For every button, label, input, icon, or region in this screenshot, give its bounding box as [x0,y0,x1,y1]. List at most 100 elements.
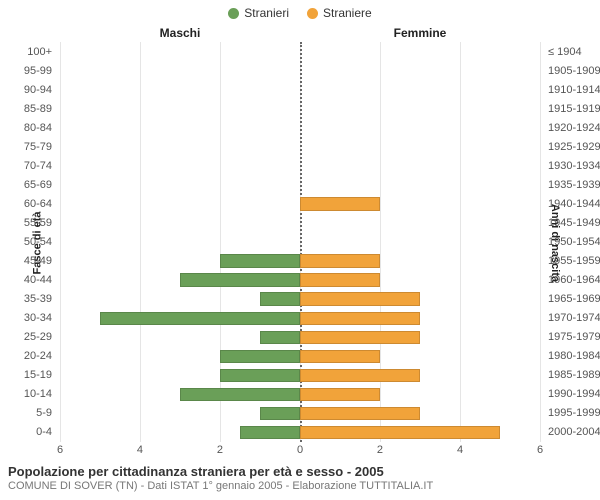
legend: Stranieri Straniere [0,0,600,20]
age-label: 25-29 [24,331,52,343]
bar-female [300,312,420,325]
age-row: 90-941910-1914 [60,80,540,99]
birth-year-label: 1980-1984 [548,350,600,362]
bar-female [300,292,420,305]
age-label: 30-34 [24,312,52,324]
chart-subtitle: COMUNE DI SOVER (TN) - Dati ISTAT 1° gen… [8,480,592,492]
legend-label-female: Straniere [323,6,372,20]
bar-female [300,350,380,363]
age-label: 35-39 [24,293,52,305]
circle-icon [307,8,318,19]
bar-female [300,197,380,210]
birth-year-label: 1945-1949 [548,217,600,229]
birth-year-label: 1965-1969 [548,293,600,305]
birth-year-label: 1950-1954 [548,236,600,248]
age-row: 50-541950-1954 [60,232,540,251]
legend-item-male: Stranieri [228,6,289,20]
birth-year-label: 1995-1999 [548,407,600,419]
bar-male [180,273,300,286]
bar-female [300,426,500,439]
birth-year-label: ≤ 1904 [548,46,582,58]
age-row: 35-391965-1969 [60,290,540,309]
birth-year-label: 1975-1979 [548,331,600,343]
age-label: 55-59 [24,217,52,229]
age-row: 0-42000-2004 [60,423,540,442]
birth-year-label: 1955-1959 [548,255,600,267]
bar-male [260,292,300,305]
chart-rows: 100+≤ 190495-991905-190990-941910-191485… [60,42,540,442]
age-row: 15-191985-1989 [60,366,540,385]
bar-male [260,331,300,344]
bar-female [300,254,380,267]
birth-year-label: 2000-2004 [548,426,600,438]
age-label: 15-19 [24,369,52,381]
column-headers: Maschi Femmine [0,26,600,40]
age-row: 45-491955-1959 [60,252,540,271]
birth-year-label: 1960-1964 [548,274,600,286]
age-label: 85-89 [24,103,52,115]
plot-area: 100+≤ 190495-991905-190990-941910-191485… [60,42,540,442]
chart-title: Popolazione per cittadinanza straniera p… [8,464,592,479]
age-row: 95-991905-1909 [60,61,540,80]
birth-year-label: 1990-1994 [548,388,600,400]
header-male: Maschi [0,26,300,40]
bar-male [180,388,300,401]
x-tick-label: 6 [537,444,543,456]
birth-year-label: 1910-1914 [548,84,600,96]
age-label: 60-64 [24,198,52,210]
age-row: 5-91995-1999 [60,404,540,423]
x-tick-label: 6 [57,444,63,456]
bar-female [300,407,420,420]
population-pyramid-chart: Maschi Femmine Fasce di età Anni di nasc… [0,26,600,460]
x-axis-ticks: 6420246 [60,442,540,460]
bar-male [100,312,300,325]
age-row: 25-291975-1979 [60,328,540,347]
age-label: 50-54 [24,236,52,248]
age-label: 90-94 [24,84,52,96]
birth-year-label: 1905-1909 [548,65,600,77]
age-label: 20-24 [24,350,52,362]
age-label: 10-14 [24,388,52,400]
birth-year-label: 1925-1929 [548,141,600,153]
birth-year-label: 1970-1974 [548,312,600,324]
age-row: 30-341970-1974 [60,309,540,328]
age-row: 40-441960-1964 [60,271,540,290]
age-row: 10-141990-1994 [60,385,540,404]
birth-year-label: 1940-1944 [548,198,600,210]
x-tick-label: 4 [137,444,143,456]
age-label: 80-84 [24,122,52,134]
birth-year-label: 1930-1934 [548,160,600,172]
legend-item-female: Straniere [307,6,372,20]
age-row: 20-241980-1984 [60,347,540,366]
age-row: 65-691935-1939 [60,175,540,194]
age-label: 5-9 [36,407,52,419]
bar-male [220,369,300,382]
circle-icon [228,8,239,19]
bar-female [300,331,420,344]
age-label: 70-74 [24,160,52,172]
age-row: 80-841920-1924 [60,118,540,137]
bar-male [260,407,300,420]
bar-female [300,369,420,382]
x-tick-label: 0 [297,444,303,456]
header-female: Femmine [300,26,600,40]
age-label: 95-99 [24,65,52,77]
bar-female [300,388,380,401]
x-tick-label: 4 [457,444,463,456]
age-label: 0-4 [36,426,52,438]
birth-year-label: 1920-1924 [548,122,600,134]
age-row: 100+≤ 1904 [60,42,540,61]
age-label: 100+ [27,46,52,58]
age-row: 85-891915-1919 [60,99,540,118]
age-row: 70-741930-1934 [60,156,540,175]
legend-label-male: Stranieri [244,6,289,20]
age-label: 75-79 [24,141,52,153]
birth-year-label: 1935-1939 [548,179,600,191]
bar-male [220,254,300,267]
age-label: 40-44 [24,274,52,286]
age-row: 60-641940-1944 [60,194,540,213]
birth-year-label: 1915-1919 [548,103,600,115]
birth-year-label: 1985-1989 [548,369,600,381]
age-label: 65-69 [24,179,52,191]
bar-female [300,273,380,286]
